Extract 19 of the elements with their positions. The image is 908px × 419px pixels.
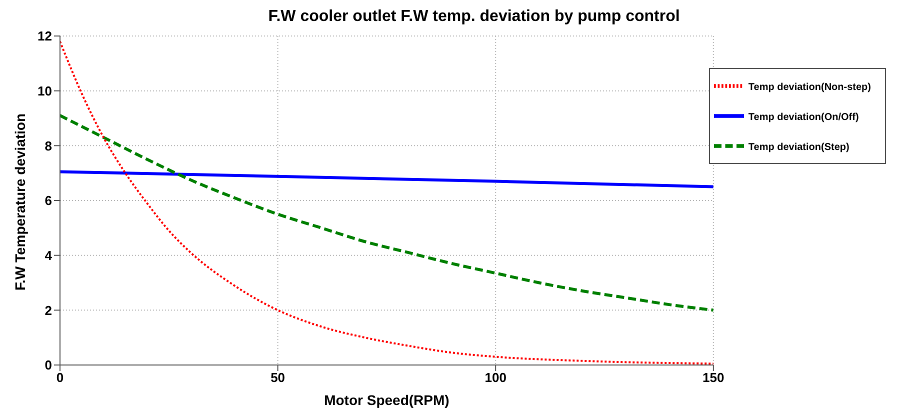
line-series [60, 114, 714, 312]
x-tick-label: 50 [270, 370, 286, 386]
y-tick-label: 0 [44, 358, 52, 373]
y-tick-label: 8 [44, 138, 52, 154]
legend-label: Temp deviation(Non-step) [748, 82, 871, 94]
x-tick-label: 150 [702, 370, 724, 386]
legend-label: Temp deviation(Step) [748, 142, 850, 154]
x-tick-label: 0 [56, 370, 64, 386]
x-tick-label: 100 [484, 370, 506, 386]
chart-title: F.W cooler outlet F.W temp. deviation by pump control [267, 8, 681, 27]
y-tick-label: 4 [44, 248, 53, 263]
y-tick-label: 12 [38, 28, 52, 44]
line-series [60, 170, 714, 188]
legend-label: Temp deviation(On/Off) [748, 112, 859, 124]
x-axis-title: Motor Speed(RPM) [324, 392, 450, 408]
y-tick-label: 10 [38, 83, 52, 98]
y-axis-title: F.W Temperature deviation [12, 113, 28, 290]
y-tick-label: 6 [44, 193, 52, 208]
y-tick-label: 2 [44, 302, 52, 318]
